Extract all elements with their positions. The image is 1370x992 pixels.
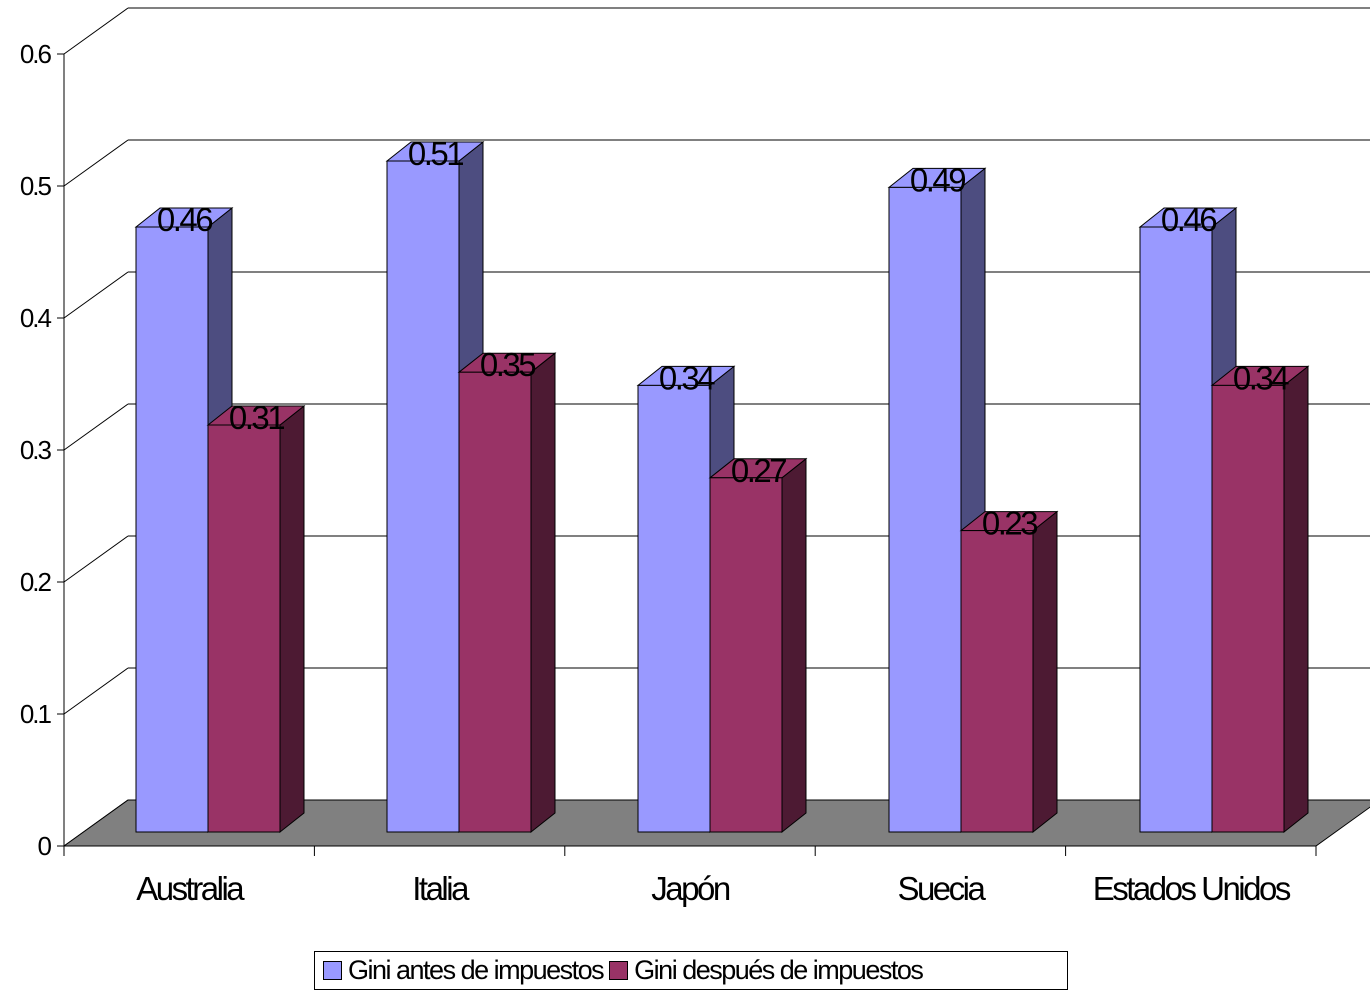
x-tick-label: Australia [136,870,245,907]
gridline-diagonal [64,668,128,714]
bar-side [1284,366,1308,832]
x-tick-label: Italia [412,870,470,907]
bar-group [961,512,1057,832]
bar [710,478,782,832]
bars [136,142,1308,832]
data-label: 0.27 [731,452,786,489]
gridline-diagonal [64,8,128,54]
y-tick-label: 0 [38,831,52,861]
data-label: 0.34 [659,359,715,396]
y-tick-label: 0.3 [20,435,52,465]
data-label: 0.46 [1161,201,1216,238]
x-tick-label: Japón [651,870,730,907]
y-tick-label: 0.1 [20,699,52,729]
y-tick-label: 0.4 [20,303,52,333]
legend-swatch-before-tax [323,961,342,980]
data-label: 0.35 [480,346,535,383]
bar [638,385,710,832]
legend-item-before-tax: Gini antes de impuestos [323,955,603,986]
bar-side [531,353,555,832]
bar [459,372,531,832]
y-tick-label: 0.6 [20,39,52,69]
data-label: 0.51 [408,135,463,172]
y-tick-label: 0.5 [20,171,52,201]
bar-side [280,406,304,832]
bar-group [710,459,806,832]
bar-side [782,459,806,832]
bar [136,227,208,832]
data-label: 0.49 [910,161,965,198]
gridline-diagonal [64,536,128,582]
bar [1140,227,1212,832]
data-label: 0.34 [1233,359,1289,396]
legend-item-after-tax: Gini después de impuestos [609,955,922,986]
y-tick-label: 0.2 [20,567,52,597]
bar-group [459,353,555,832]
bar [889,187,961,832]
data-label: 0.46 [157,201,212,238]
bar [208,425,280,832]
legend-label-after-tax: Gini después de impuestos [634,955,922,986]
legend-swatch-after-tax [609,961,628,980]
bar [1212,385,1284,832]
legend: Gini antes de impuestos Gini después de … [314,951,1068,990]
gridline-diagonal [64,140,128,186]
bar-group [1212,366,1308,832]
bar [961,531,1033,832]
gridline-diagonal [64,272,128,318]
x-tick-label: Estados Unidos [1093,870,1291,907]
x-tick-label: Suecia [897,870,986,907]
bar-side [1033,512,1057,832]
bar-group [208,406,304,832]
data-label: 0.23 [982,505,1037,542]
data-label: 0.31 [229,399,284,436]
legend-label-before-tax: Gini antes de impuestos [348,955,603,986]
gridline-diagonal [64,404,128,450]
bar [387,161,459,832]
